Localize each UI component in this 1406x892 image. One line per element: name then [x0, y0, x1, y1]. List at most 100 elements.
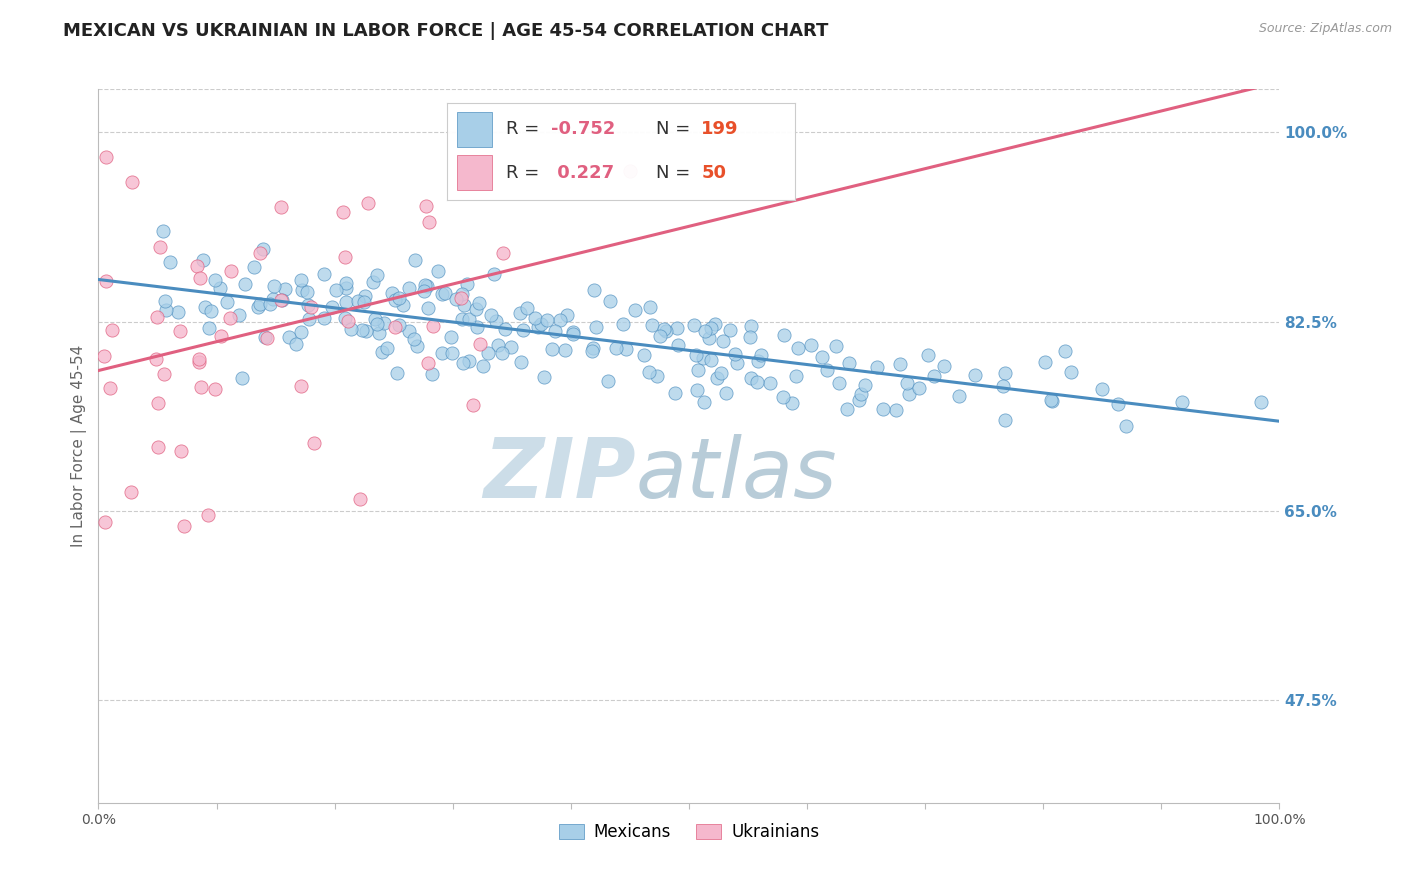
- Point: [1039, 393, 1062, 408]
- Point: [200, 304, 222, 318]
- Point: [645, 368, 668, 383]
- Point: [740, 330, 762, 344]
- Point: [908, 381, 931, 395]
- Point: [458, 312, 481, 326]
- Point: [299, 300, 322, 314]
- Point: [482, 267, 505, 281]
- Point: [148, 396, 170, 410]
- Text: atlas: atlas: [636, 434, 838, 515]
- Point: [477, 346, 499, 360]
- Point: [562, 326, 585, 341]
- Point: [780, 396, 803, 410]
- Point: [451, 312, 474, 326]
- Point: [194, 301, 217, 315]
- Point: [98, 381, 121, 395]
- Point: [655, 324, 678, 338]
- Point: [353, 294, 375, 309]
- Point: [252, 242, 274, 256]
- Point: [772, 328, 794, 343]
- Point: [453, 298, 475, 312]
- Point: [853, 378, 876, 392]
- Point: [456, 277, 478, 291]
- Point: [333, 250, 356, 264]
- Point: [364, 311, 387, 326]
- Point: [398, 324, 420, 338]
- Point: [638, 300, 661, 314]
- Point: [886, 402, 908, 417]
- Point: [485, 314, 508, 328]
- Point: [231, 371, 253, 385]
- Y-axis label: In Labor Force | Age 45-54: In Labor Force | Age 45-54: [72, 345, 87, 547]
- Point: [270, 200, 292, 214]
- Point: [297, 285, 319, 300]
- Point: [686, 383, 709, 397]
- Point: [599, 293, 621, 308]
- Point: [193, 253, 215, 268]
- Point: [188, 351, 211, 366]
- Text: MEXICAN VS UKRAINIAN IN LABOR FORCE | AGE 45-54 CORRELATION CHART: MEXICAN VS UKRAINIAN IN LABOR FORCE | AG…: [63, 22, 828, 40]
- Point: [420, 368, 443, 382]
- Point: [246, 300, 269, 314]
- Point: [465, 320, 488, 334]
- Point: [204, 273, 226, 287]
- Point: [100, 323, 122, 337]
- Point: [169, 444, 191, 458]
- Point: [188, 354, 211, 368]
- Point: [302, 436, 325, 450]
- Point: [994, 366, 1017, 380]
- Point: [848, 393, 870, 408]
- Point: [516, 301, 538, 316]
- Point: [724, 346, 747, 360]
- Point: [557, 309, 579, 323]
- Point: [406, 339, 429, 353]
- Point: [650, 328, 672, 343]
- Point: [747, 354, 769, 368]
- Point: [335, 276, 357, 290]
- Point: [1091, 382, 1114, 396]
- Point: [152, 224, 174, 238]
- Point: [866, 360, 889, 375]
- Point: [450, 291, 472, 305]
- Point: [454, 163, 477, 178]
- Point: [479, 308, 502, 322]
- Point: [457, 354, 479, 368]
- Point: [509, 305, 531, 319]
- Point: [291, 283, 314, 297]
- Point: [219, 264, 242, 278]
- Point: [149, 239, 172, 253]
- Point: [347, 294, 370, 309]
- Point: [256, 330, 278, 344]
- Point: [898, 387, 921, 401]
- Point: [472, 359, 495, 373]
- Point: [800, 338, 823, 352]
- Point: [536, 313, 558, 327]
- Point: [297, 311, 319, 326]
- Point: [249, 245, 271, 260]
- Point: [249, 297, 271, 311]
- Point: [714, 386, 737, 401]
- Point: [450, 287, 472, 301]
- Point: [404, 332, 426, 346]
- Point: [159, 254, 181, 268]
- Point: [963, 368, 986, 383]
- Point: [896, 376, 918, 390]
- Point: [697, 331, 720, 345]
- Point: [388, 318, 411, 333]
- Text: Source: ZipAtlas.com: Source: ZipAtlas.com: [1258, 22, 1392, 36]
- Point: [297, 298, 319, 312]
- Point: [711, 334, 734, 348]
- Point: [470, 337, 492, 351]
- Point: [415, 278, 437, 293]
- Point: [430, 287, 453, 301]
- Point: [1033, 355, 1056, 369]
- Point: [366, 268, 388, 282]
- Point: [371, 344, 394, 359]
- Point: [373, 316, 395, 330]
- Point: [605, 341, 627, 355]
- Point: [582, 342, 605, 356]
- Point: [434, 285, 457, 300]
- Point: [991, 379, 1014, 393]
- Point: [1115, 419, 1137, 434]
- Point: [685, 348, 707, 362]
- Point: [377, 341, 399, 355]
